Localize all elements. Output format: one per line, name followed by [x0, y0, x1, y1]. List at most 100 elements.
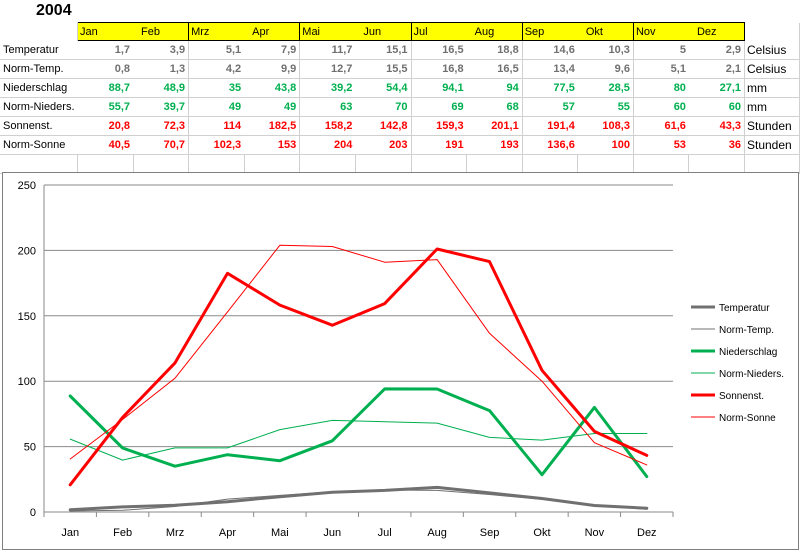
empty-cell	[188, 154, 245, 174]
value-cell: 68	[466, 97, 523, 117]
month-header-sep: Sep	[521, 22, 578, 41]
value-cell: 11,7	[299, 40, 356, 60]
empty-cell	[0, 154, 79, 174]
value-cell: 43,8	[244, 78, 301, 98]
legend-label: Norm-Temp.	[719, 325, 774, 336]
y-tick-label: 0	[30, 507, 36, 519]
value-cell: 15,1	[355, 40, 412, 60]
empty-cell	[522, 154, 579, 174]
row-label: Niederschlag	[0, 78, 78, 98]
value-cell: 55	[577, 97, 634, 117]
month-header-feb: Feb	[133, 22, 190, 41]
x-tick-label: Jul	[378, 527, 392, 539]
value-cell: 55,7	[77, 97, 134, 117]
x-tick-label: Dez	[637, 527, 657, 539]
value-cell: 114	[188, 116, 245, 136]
value-cell: 60	[633, 97, 689, 117]
row-label: Norm-Sonne	[0, 135, 78, 155]
month-header-apr: Apr	[244, 22, 301, 41]
table-row: Norm-Nieders. 55,7 39,7 49 49 63 70 69 68 57 55 60 6…	[0, 97, 800, 117]
value-cell: 61,6	[633, 116, 689, 136]
value-cell: 204	[299, 135, 356, 155]
value-cell: 49	[244, 97, 301, 117]
value-cell: 9,9	[244, 59, 301, 79]
value-cell: 100	[577, 135, 634, 155]
series-line-sonnenst	[68, 247, 649, 487]
x-tick-label: Jan	[61, 527, 79, 539]
x-tick-label: Apr	[219, 527, 236, 539]
value-cell: 2,1	[688, 59, 745, 79]
value-cell: 1,3	[133, 59, 190, 79]
value-cell: 60	[688, 97, 745, 117]
row-unit: Stunden	[744, 135, 800, 155]
y-tick-label: 200	[18, 245, 36, 257]
value-cell: 80	[633, 78, 689, 98]
row-label: Norm-Temp.	[0, 59, 78, 79]
value-cell: 136,6	[522, 135, 578, 155]
value-cell: 48,9	[133, 78, 190, 98]
month-header-jan: Jan	[77, 22, 134, 41]
table-row: Norm-Sonne 40,5 70,7 102,3 153 204 203 191 193 13…	[0, 135, 800, 155]
value-cell: 43,3	[688, 116, 745, 136]
value-cell: 49	[188, 97, 245, 117]
empty-cell	[577, 154, 634, 174]
value-cell: 88,7	[77, 78, 134, 98]
value-cell: 13,4	[522, 59, 578, 79]
chart-area: 0 50 100 150 200 250 Jan Feb Mrz Apr Mai Jun Jul Aug S…	[2, 172, 799, 550]
value-cell: 5,1	[633, 59, 689, 79]
value-cell: 94,1	[411, 78, 467, 98]
row-unit: Celsius	[744, 59, 800, 79]
month-header-jun: Jun	[355, 22, 412, 41]
series-line-norm-temp	[69, 489, 648, 512]
value-cell: 57	[522, 97, 578, 117]
value-cell: 39,7	[133, 97, 190, 117]
value-cell: 191,4	[522, 116, 578, 136]
empty-cell	[688, 154, 745, 174]
value-cell: 39,2	[299, 78, 356, 98]
value-cell: 193	[466, 135, 523, 155]
empty-cell	[299, 154, 356, 174]
value-cell: 108,3	[577, 116, 634, 136]
table-row: Sonnenst. 20,8 72,3 114 182,5 158,2 142,8 159,3…	[0, 116, 800, 136]
value-cell: 53	[633, 135, 689, 155]
month-header-aug: Aug	[466, 22, 523, 41]
month-header-nov: Nov	[632, 22, 689, 41]
value-cell: 10,3	[577, 40, 634, 60]
value-cell: 16,8	[411, 59, 467, 79]
empty-cell	[244, 154, 301, 174]
empty-cell	[411, 154, 468, 174]
row-unit: Stunden	[744, 116, 800, 136]
value-cell: 70	[355, 97, 412, 117]
spreadsheet-table-area: 2004 Jan Feb Mrz Apr Mai Jun Jul Aug Sep Okt Nov De…	[0, 0, 800, 174]
value-cell: 16,5	[466, 59, 523, 79]
value-cell: 27,1	[688, 78, 745, 98]
table-row: Norm-Temp. 0,8 1,3 4,2 9,9 12,7 15,5 16,8 16,5 13…	[0, 59, 800, 79]
value-cell: 14,6	[522, 40, 578, 60]
legend-label: Temperatur	[719, 303, 770, 314]
table-row: Niederschlag 88,7 48,9 35 43,8 39,2 54,4 94,1 94…	[0, 78, 800, 98]
value-cell: 94	[466, 78, 523, 98]
value-cell: 158,2	[299, 116, 356, 136]
x-tick-label: Mai	[271, 527, 289, 539]
month-header-row: Jan Feb Mrz Apr Mai Jun Jul Aug Sep Okt Nov Dez	[0, 22, 800, 41]
value-cell: 12,7	[299, 59, 356, 79]
month-header-mrz: Mrz	[188, 22, 245, 41]
x-tick-label: Feb	[113, 527, 132, 539]
value-cell: 18,8	[466, 40, 523, 60]
value-cell: 28,5	[577, 78, 634, 98]
value-cell: 15,5	[355, 59, 412, 79]
value-cell: 0,8	[77, 59, 134, 79]
value-cell: 102,3	[188, 135, 245, 155]
data-table: Jan Feb Mrz Apr Mai Jun Jul Aug Sep Okt Nov Dez Temp…	[0, 22, 800, 174]
value-cell: 203	[355, 135, 412, 155]
empty-cell	[466, 154, 523, 174]
header-blank-cell	[0, 22, 79, 41]
header-blank-cell	[744, 22, 800, 41]
series-line-niederschlag	[68, 387, 649, 479]
value-cell: 77,5	[522, 78, 578, 98]
x-tick-label: Okt	[533, 527, 550, 539]
series-line-norm-nieders	[69, 419, 648, 461]
value-cell: 3,9	[133, 40, 190, 60]
value-cell: 72,3	[133, 116, 190, 136]
legend-label: Niederschlag	[719, 347, 777, 358]
